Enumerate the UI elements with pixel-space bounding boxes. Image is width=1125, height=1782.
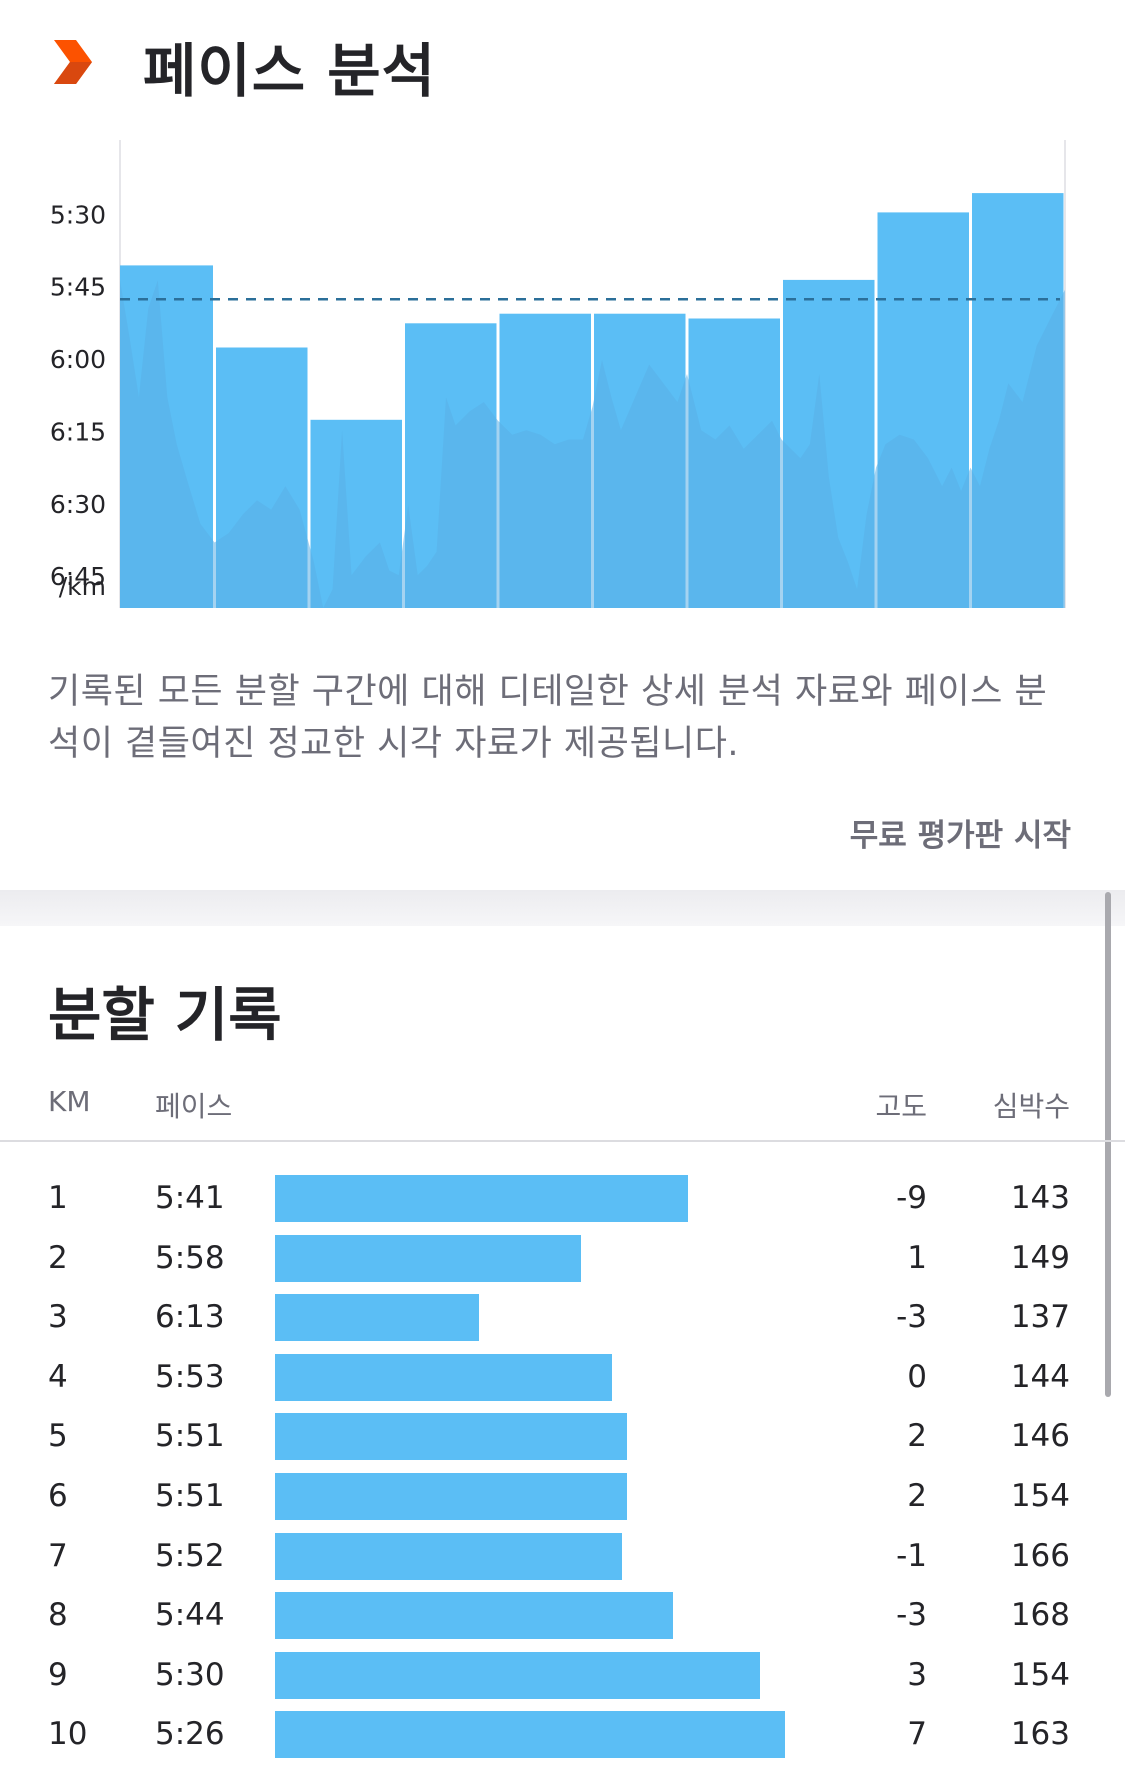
split-pace: 5:53 [155,1359,225,1395]
split-km: 8 [48,1597,68,1633]
scrollbar[interactable] [1105,892,1111,1397]
split-elevation: 7 [907,1716,927,1752]
y-tick-label: 6:45 [50,562,106,591]
split-pace: 5:51 [155,1478,225,1514]
split-pace-bar [275,1711,785,1758]
chevron-right-icon [54,40,92,84]
column-header-elevation: 고도 [875,1090,927,1123]
split-pace-bar [275,1175,688,1222]
split-row: 7 5:52 -1 166 [0,1530,1125,1590]
split-heart-rate: 163 [1010,1716,1070,1752]
split-row: 3 6:13 -3 137 [0,1291,1125,1351]
split-elevation: 2 [907,1418,927,1454]
split-heart-rate: 144 [1010,1359,1070,1395]
split-pace-bar [275,1235,581,1282]
split-pace: 5:30 [155,1657,225,1693]
section-divider [0,890,1125,926]
y-tick-label: 6:00 [50,345,106,374]
split-heart-rate: 154 [1010,1478,1070,1514]
split-pace: 5:51 [155,1418,225,1454]
split-row: 9 5:30 3 154 [0,1649,1125,1709]
split-pace: 5:26 [155,1716,225,1752]
split-elevation: 2 [907,1478,927,1514]
split-pace: 6:13 [155,1299,225,1335]
split-pace-bar [275,1473,627,1520]
split-pace-bar [275,1533,622,1580]
split-pace-bar [275,1413,627,1460]
split-row: 6 5:51 2 154 [0,1470,1125,1530]
split-row: 2 5:58 1 149 [0,1232,1125,1292]
split-heart-rate: 137 [1010,1299,1070,1335]
split-elevation: 0 [907,1359,927,1395]
y-tick-label: 5:45 [50,273,106,302]
split-heart-rate: 168 [1010,1597,1070,1633]
split-pace: 5:52 [155,1538,225,1574]
split-elevation: -3 [896,1597,927,1633]
pace-trace-area [120,280,1065,608]
split-elevation: 3 [907,1657,927,1693]
y-tick-label: 6:30 [50,490,106,519]
split-row: 8 5:44 -3 168 [0,1589,1125,1649]
page-title: 페이스 분석 [143,37,436,105]
feature-description: 기록된 모든 분할 구간에 대해 디테일한 상세 분석 자료와 페이스 분석이 … [48,672,1048,764]
split-heart-rate: 143 [1010,1180,1070,1216]
split-heart-rate: 166 [1010,1538,1070,1574]
split-heart-rate: 149 [1010,1240,1070,1276]
split-row: 1 5:41 -9 143 [0,1172,1125,1232]
split-elevation: -3 [896,1299,927,1335]
splits-table-header: KM 페이스 고도 심박수 [0,1085,1125,1141]
split-km: 4 [48,1359,68,1395]
split-pace-bar [275,1652,760,1699]
split-km: 10 [48,1716,88,1752]
splits-title: 분할 기록 [48,981,282,1049]
column-header-km: KM [48,1085,91,1118]
y-tick-label: 5:30 [50,200,106,229]
y-unit-label: /km [59,572,106,601]
column-header-heart-rate: 심박수 [992,1090,1070,1123]
split-row: 4 5:53 0 144 [0,1351,1125,1411]
split-pace-bar [275,1294,479,1341]
split-elevation: -1 [896,1538,927,1574]
split-elevation: 1 [907,1240,927,1276]
split-pace: 5:58 [155,1240,225,1276]
split-pace: 5:41 [155,1180,225,1216]
header-divider [0,1140,1125,1142]
pace-analysis-chart: 5:30 5:45 6:00 6:15 6:30 6:45/km [50,140,1066,608]
split-heart-rate: 154 [1010,1657,1070,1693]
split-km: 7 [48,1538,68,1574]
split-pace: 5:44 [155,1597,225,1633]
split-km: 3 [48,1299,68,1335]
header: 페이스 분석 [0,0,1125,130]
split-pace-bar [275,1592,673,1639]
split-row: 10 5:26 7 163 [0,1708,1125,1768]
y-tick-label: 6:15 [50,417,106,446]
split-heart-rate: 146 [1010,1418,1070,1454]
split-km: 2 [48,1240,68,1276]
split-km: 5 [48,1418,68,1454]
split-km: 6 [48,1478,68,1514]
split-km: 9 [48,1657,68,1693]
split-elevation: -9 [896,1180,927,1216]
start-free-trial-link[interactable]: 무료 평가판 시작 [849,818,1071,854]
split-km: 1 [48,1180,68,1216]
split-row: 5 5:51 2 146 [0,1410,1125,1470]
split-pace-bar [275,1354,612,1401]
column-header-pace: 페이스 [155,1090,233,1123]
